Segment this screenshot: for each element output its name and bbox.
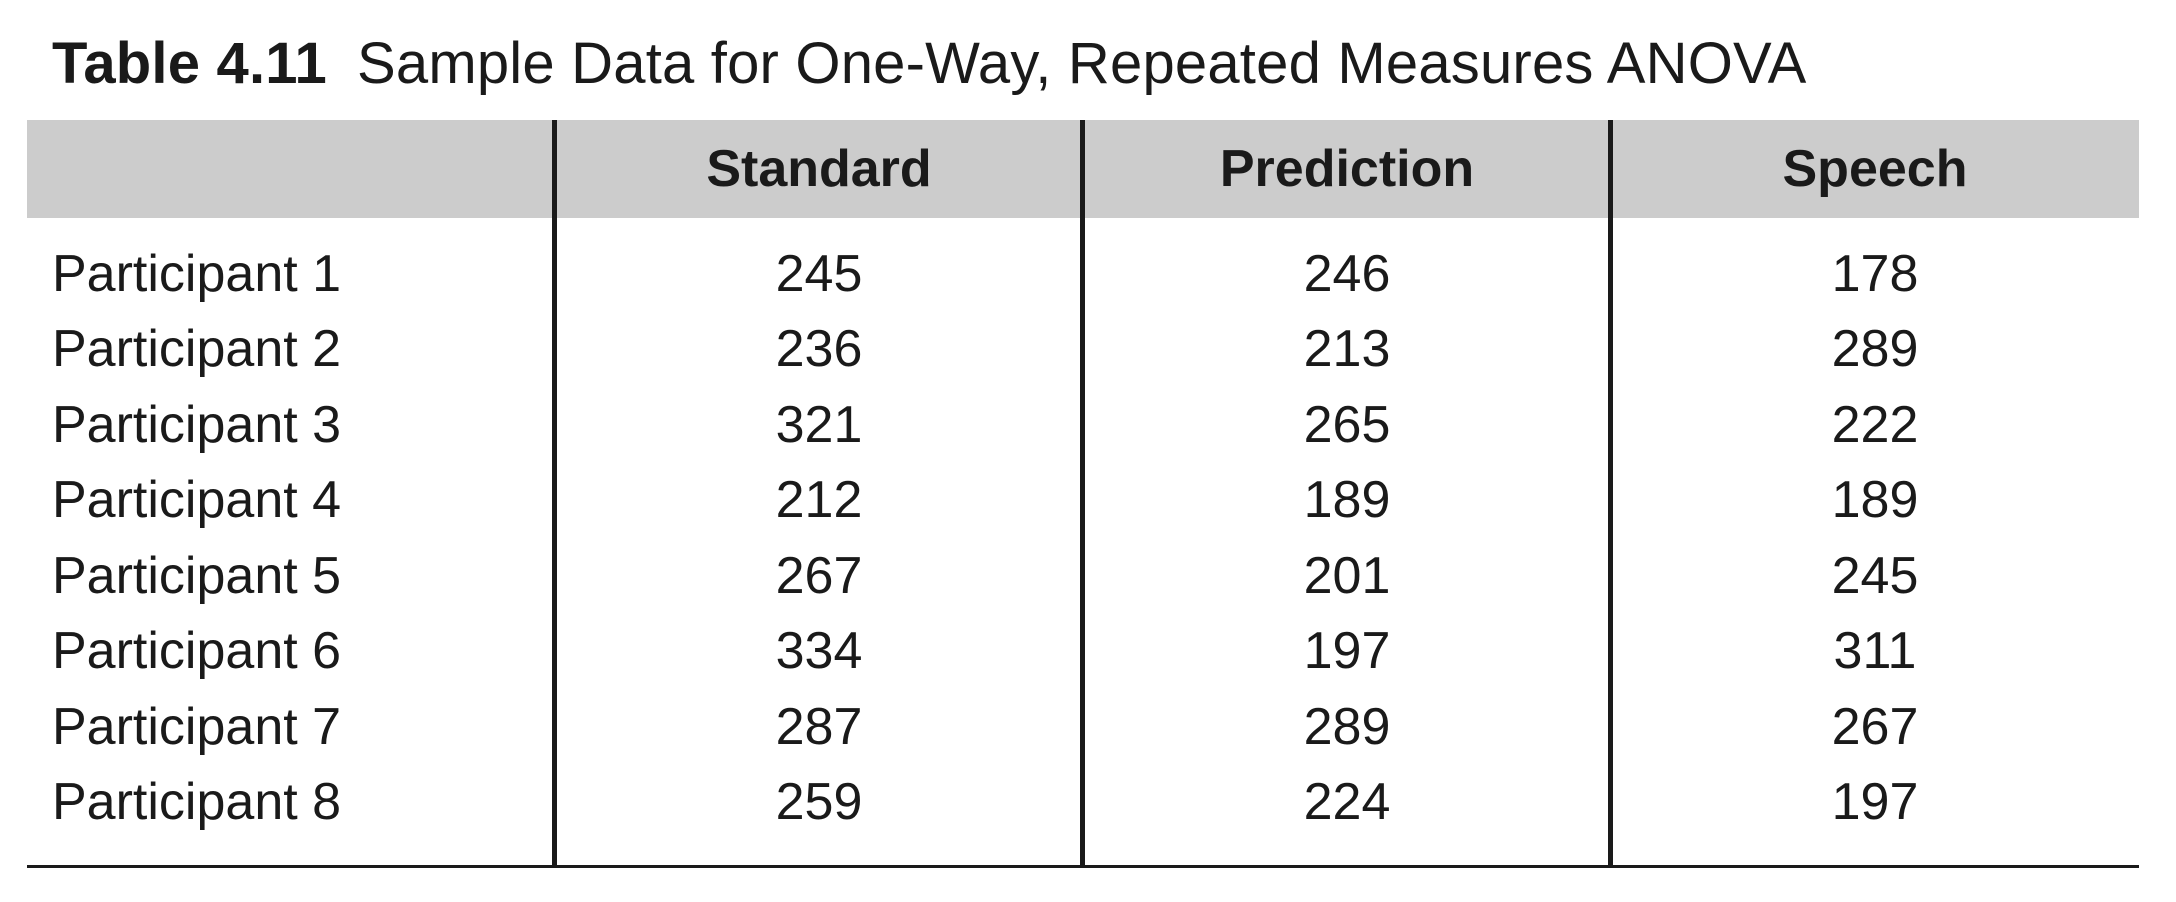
standard-value: 321 [775,395,863,454]
table-caption: Table 4.11 Sample Data for One-Way, Repea… [52,28,1806,100]
prediction-value: 213 [1303,320,1391,379]
speech-value: 267 [1831,697,1919,756]
speech-value: 189 [1831,471,1919,530]
table-row: Participant 6 334 197 311 [27,614,2139,690]
prediction-value: 201 [1303,546,1391,605]
table-row: Participant 8 259 224 197 [27,765,2139,841]
column-divider-prediction [1080,120,1085,865]
table-row: Participant 3 321 265 222 [27,387,2139,463]
participant-label: Participant 5 [52,546,342,605]
prediction-value: 224 [1303,773,1391,832]
participant-label: Participant 6 [52,622,342,681]
standard-value: 236 [775,320,863,379]
participant-label: Participant 8 [52,773,342,832]
prediction-value: 189 [1303,471,1391,530]
column-divider-speech [1608,120,1613,865]
table-bottom-rule [27,865,2139,868]
standard-value: 245 [775,244,863,303]
participant-label: Participant 3 [52,395,342,454]
speech-value: 289 [1831,320,1919,379]
participant-label: Participant 1 [52,244,342,303]
table-row: Participant 4 212 189 189 [27,463,2139,539]
standard-value: 334 [775,622,863,681]
participant-label: Participant 4 [52,471,342,530]
table-row: Participant 7 287 289 267 [27,689,2139,765]
header-corner-cell [27,120,555,218]
prediction-value: 246 [1303,244,1391,303]
standard-value: 259 [775,773,863,832]
speech-value: 311 [1833,622,1917,681]
speech-value: 197 [1831,773,1919,832]
column-divider-standard [552,120,557,865]
standard-value: 267 [775,546,863,605]
data-table: Standard Prediction Speech Participant 1… [27,120,2139,868]
table-row: Participant 1 245 246 178 [27,236,2139,312]
header-prediction: Prediction [1219,140,1475,198]
standard-value: 287 [775,697,863,756]
participant-label: Participant 7 [52,697,342,756]
header-standard: Standard [706,140,932,198]
prediction-value: 197 [1303,622,1391,681]
table-row: Participant 5 267 201 245 [27,538,2139,614]
table-row: Participant 2 236 213 289 [27,312,2139,388]
prediction-value: 265 [1303,395,1391,454]
speech-value: 178 [1831,244,1919,303]
standard-value: 212 [775,471,863,530]
speech-value: 222 [1831,395,1919,454]
participant-label: Participant 2 [52,320,342,379]
prediction-value: 289 [1303,697,1391,756]
header-speech: Speech [1782,140,1968,198]
table-number: Table 4.11 [52,31,327,96]
table-title: Sample Data for One-Way, Repeated Measur… [356,31,1807,96]
speech-value: 245 [1831,546,1919,605]
